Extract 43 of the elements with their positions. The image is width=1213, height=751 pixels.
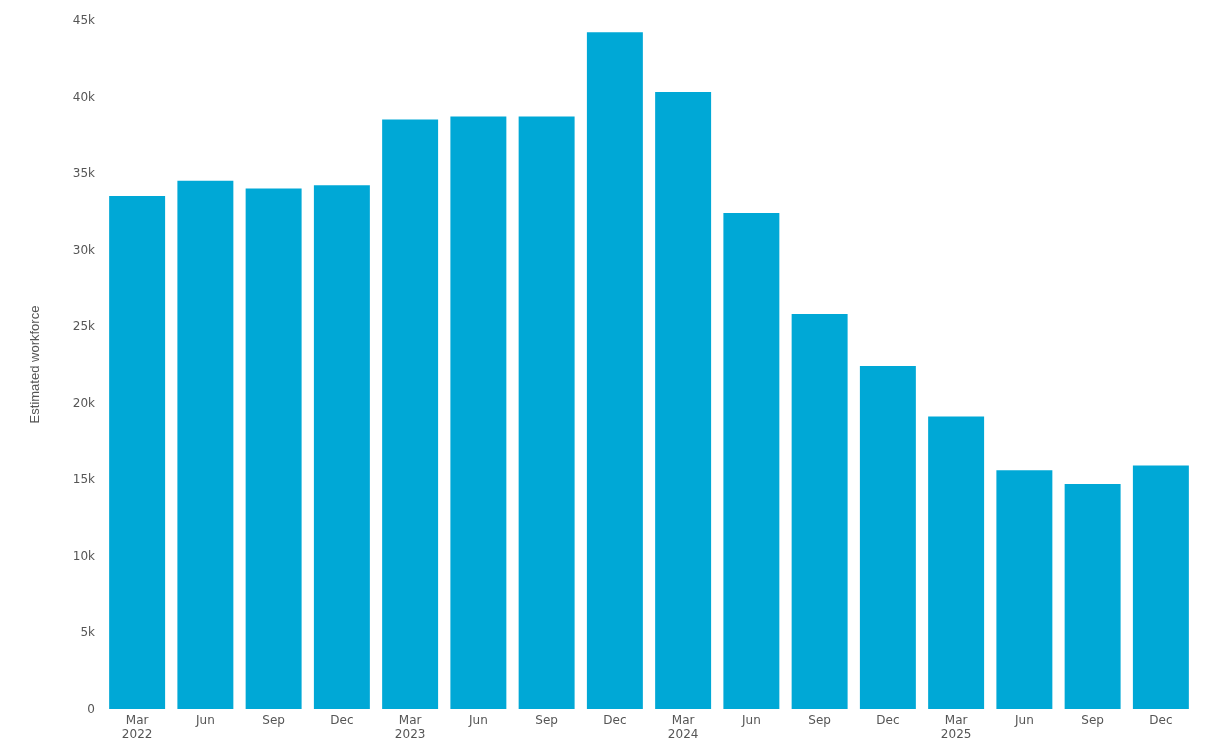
x-tick-label: Sep [262, 713, 285, 727]
bar [928, 416, 985, 709]
x-tick-label: Dec [1149, 713, 1173, 727]
x-tick-label: Sep [1081, 713, 1104, 727]
x-tick-label: Mar 2022 [121, 713, 153, 741]
x-tick-label: Jun [1014, 713, 1034, 727]
bar [1064, 483, 1121, 709]
y-tick-label: 0 [87, 702, 95, 716]
bar [313, 185, 370, 709]
x-tick-label: Sep [535, 713, 558, 727]
bar [996, 470, 1053, 709]
y-tick-label: 35k [72, 166, 96, 181]
x-tick-label: Dec [603, 713, 627, 727]
y-tick-label: 30k [72, 242, 96, 257]
bar [382, 119, 439, 709]
y-tick-label: 25k [72, 319, 96, 334]
x-tick-label: Jun [468, 713, 488, 727]
bar [655, 91, 712, 709]
x-tick-label: Mar 2023 [394, 713, 426, 741]
y-tick-label: 20k [72, 395, 96, 410]
bar [518, 116, 575, 709]
x-tick-label: Mar 2025 [940, 713, 972, 741]
bar [450, 116, 507, 709]
y-tick-label: 10k [72, 548, 96, 563]
x-tick-label: Mar 2024 [667, 713, 699, 741]
y-tick-label: 5k [80, 625, 96, 640]
y-tick-label: 15k [72, 472, 96, 487]
bar [791, 313, 848, 709]
bar [245, 188, 302, 709]
y-axis-title: Estimated workforce [27, 305, 42, 424]
bar [859, 366, 916, 709]
bar [723, 212, 780, 709]
x-tick-label: Jun [741, 713, 761, 727]
x-tick-label: Dec [876, 713, 900, 727]
x-tick-label: Jun [195, 713, 215, 727]
x-tick-label: Dec [330, 713, 354, 727]
bar [1132, 465, 1189, 709]
bar [109, 196, 166, 709]
y-tick-label: 45k [72, 13, 96, 27]
bar [177, 180, 234, 709]
bar [586, 32, 643, 709]
y-tick-label: 40k [72, 89, 96, 104]
x-tick-label: Sep [808, 713, 831, 727]
